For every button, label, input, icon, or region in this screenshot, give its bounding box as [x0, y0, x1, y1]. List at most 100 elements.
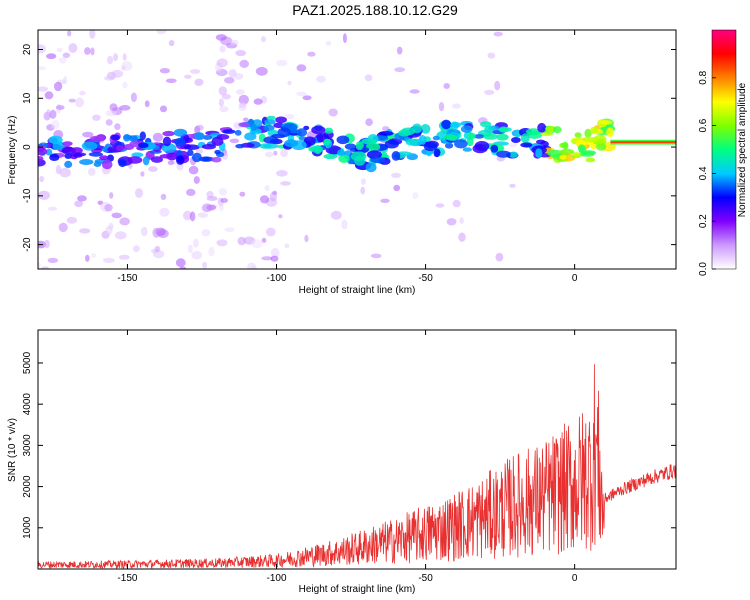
spectrogram-cell: [110, 134, 121, 141]
spectrogram-cell: [280, 149, 288, 158]
spectrogram-cell: [184, 74, 192, 79]
spectrogram-cell: [123, 134, 131, 142]
y-tick-label: 2000: [22, 475, 33, 498]
spectrogram-cell: [67, 30, 72, 37]
spectrogram-cell: [384, 139, 399, 149]
spectrogram-cell: [393, 184, 401, 192]
spectrogram-cell: [364, 74, 373, 82]
spectrogram-cell: [578, 144, 586, 153]
spectrogram-cell: [151, 156, 163, 163]
spectrogram-cell: [131, 152, 144, 158]
spectrogram-cell: [114, 231, 127, 240]
spectrogram-cell: [191, 250, 203, 260]
spectrogram-cell: [70, 152, 87, 157]
spectrogram-cell: [272, 190, 278, 196]
colorbar: 0.0 0.2 0.4 0.6 0.8 Normalized spectral ampl…: [698, 29, 748, 276]
spectrogram-cell: [218, 98, 224, 107]
colorbar-tick-label: 0.2: [698, 214, 709, 228]
spectrogram-cell: [234, 129, 242, 136]
spectrogram-cell: [490, 144, 499, 153]
spectrogram-cell: [606, 127, 614, 138]
spectrogram-cell: [487, 52, 496, 59]
spectrogram-cell: [111, 212, 122, 219]
spectrogram-cell: [380, 198, 390, 203]
spectrogram-cell: [553, 126, 562, 134]
spectrogram-cell: [41, 266, 50, 269]
spectrogram-cell: [266, 115, 276, 121]
spectrogram-cell: [355, 141, 364, 151]
colorbar-tick-label: 0.6: [698, 118, 709, 132]
spectrogram-cell: [74, 200, 83, 208]
spectrogram-cell: [235, 50, 246, 57]
spectrogram-cell: [243, 117, 249, 122]
spectrogram-y-label: Frequency (Hz): [7, 116, 18, 185]
spectrogram-cell: [496, 150, 511, 158]
spectrogram-cell: [338, 154, 350, 163]
spectrogram-cell: [520, 133, 530, 144]
spectrogram-cell: [81, 141, 98, 151]
spectrogram-cell: [445, 142, 454, 149]
spectrogram-x-label: Height of straight line (km): [299, 285, 416, 296]
spectrogram-cell: [79, 159, 94, 165]
spectrogram-cell: [495, 252, 504, 262]
spectrogram-cell: [342, 33, 347, 43]
spectrogram-cell: [201, 229, 211, 237]
spectrogram-cell: [139, 131, 146, 141]
y-tick-label: 1000: [22, 516, 33, 539]
spectrogram-cell: [140, 171, 145, 177]
x-tick-label: -100: [266, 573, 286, 584]
spectrogram-cell: [263, 136, 279, 144]
spectrogram-cell: [68, 98, 76, 103]
spectrogram-cell: [159, 154, 174, 159]
spectrogram-cell: [361, 138, 378, 145]
spectrogram-cell: [192, 238, 199, 248]
spectrogram-cell: [391, 172, 401, 178]
spectrogram-cell: [179, 266, 187, 269]
spectrogram-frame: [37, 29, 677, 270]
spectrogram-cell: [520, 142, 533, 148]
spectrogram-cell: [401, 127, 416, 136]
spectrogram-cell: [201, 203, 213, 213]
spectrogram-cell: [119, 217, 130, 226]
x-tick-label: -150: [117, 573, 137, 584]
spectrogram-cell: [423, 142, 438, 152]
spectrogram-cell: [598, 120, 613, 125]
spectrogram-cell: [361, 178, 366, 185]
spectrogram-cell: [278, 214, 283, 219]
spectrogram-cell: [122, 81, 128, 89]
spectrogram-cell: [536, 139, 546, 145]
spectrogram-cell: [47, 257, 59, 263]
spectrogram-cell: [433, 148, 441, 157]
spectrogram-cell: [216, 58, 228, 68]
spectrogram-cell: [526, 130, 543, 139]
spectrogram-cell: [45, 148, 53, 156]
x-tick-label: 0: [572, 273, 578, 284]
spectrogram-cell: [483, 133, 498, 140]
spectrogram-cell: [187, 244, 193, 254]
spectrogram-cell: [365, 142, 381, 152]
spectrogram-cell: [188, 165, 199, 175]
spectrogram-cell: [84, 47, 91, 55]
spectrogram-cell: [287, 80, 292, 86]
spectrogram-cell: [284, 139, 299, 148]
spectrogram-cell: [396, 151, 412, 156]
spectrogram-cell: [127, 156, 143, 164]
spectrogram-cell: [208, 246, 215, 257]
snr-y-ticks: 1000 2000 3000 4000 5000: [22, 351, 676, 539]
snr-series-line: [38, 364, 676, 569]
spectrogram-cell: [574, 132, 582, 138]
spectrogram-cell: [162, 130, 175, 137]
y-tick-label: 0: [22, 144, 33, 150]
spectrogram-cell: [68, 43, 78, 53]
spectrogram-cell: [56, 47, 63, 53]
spectrogram-cell: [277, 127, 291, 138]
spectrogram-cell: [49, 153, 60, 161]
spectrogram-cell: [99, 155, 109, 161]
spectrogram-cell: [446, 218, 457, 226]
spectrogram-cell: [237, 236, 246, 246]
spectrogram-cell: [537, 122, 547, 133]
spectrogram-x-ticks: -150 -100 -50 0: [117, 30, 578, 284]
chart-title: PAZ1.2025.188.10.12.G29: [292, 2, 458, 18]
spectrogram-cell: [101, 159, 113, 170]
spectrogram-cell: [509, 183, 516, 188]
